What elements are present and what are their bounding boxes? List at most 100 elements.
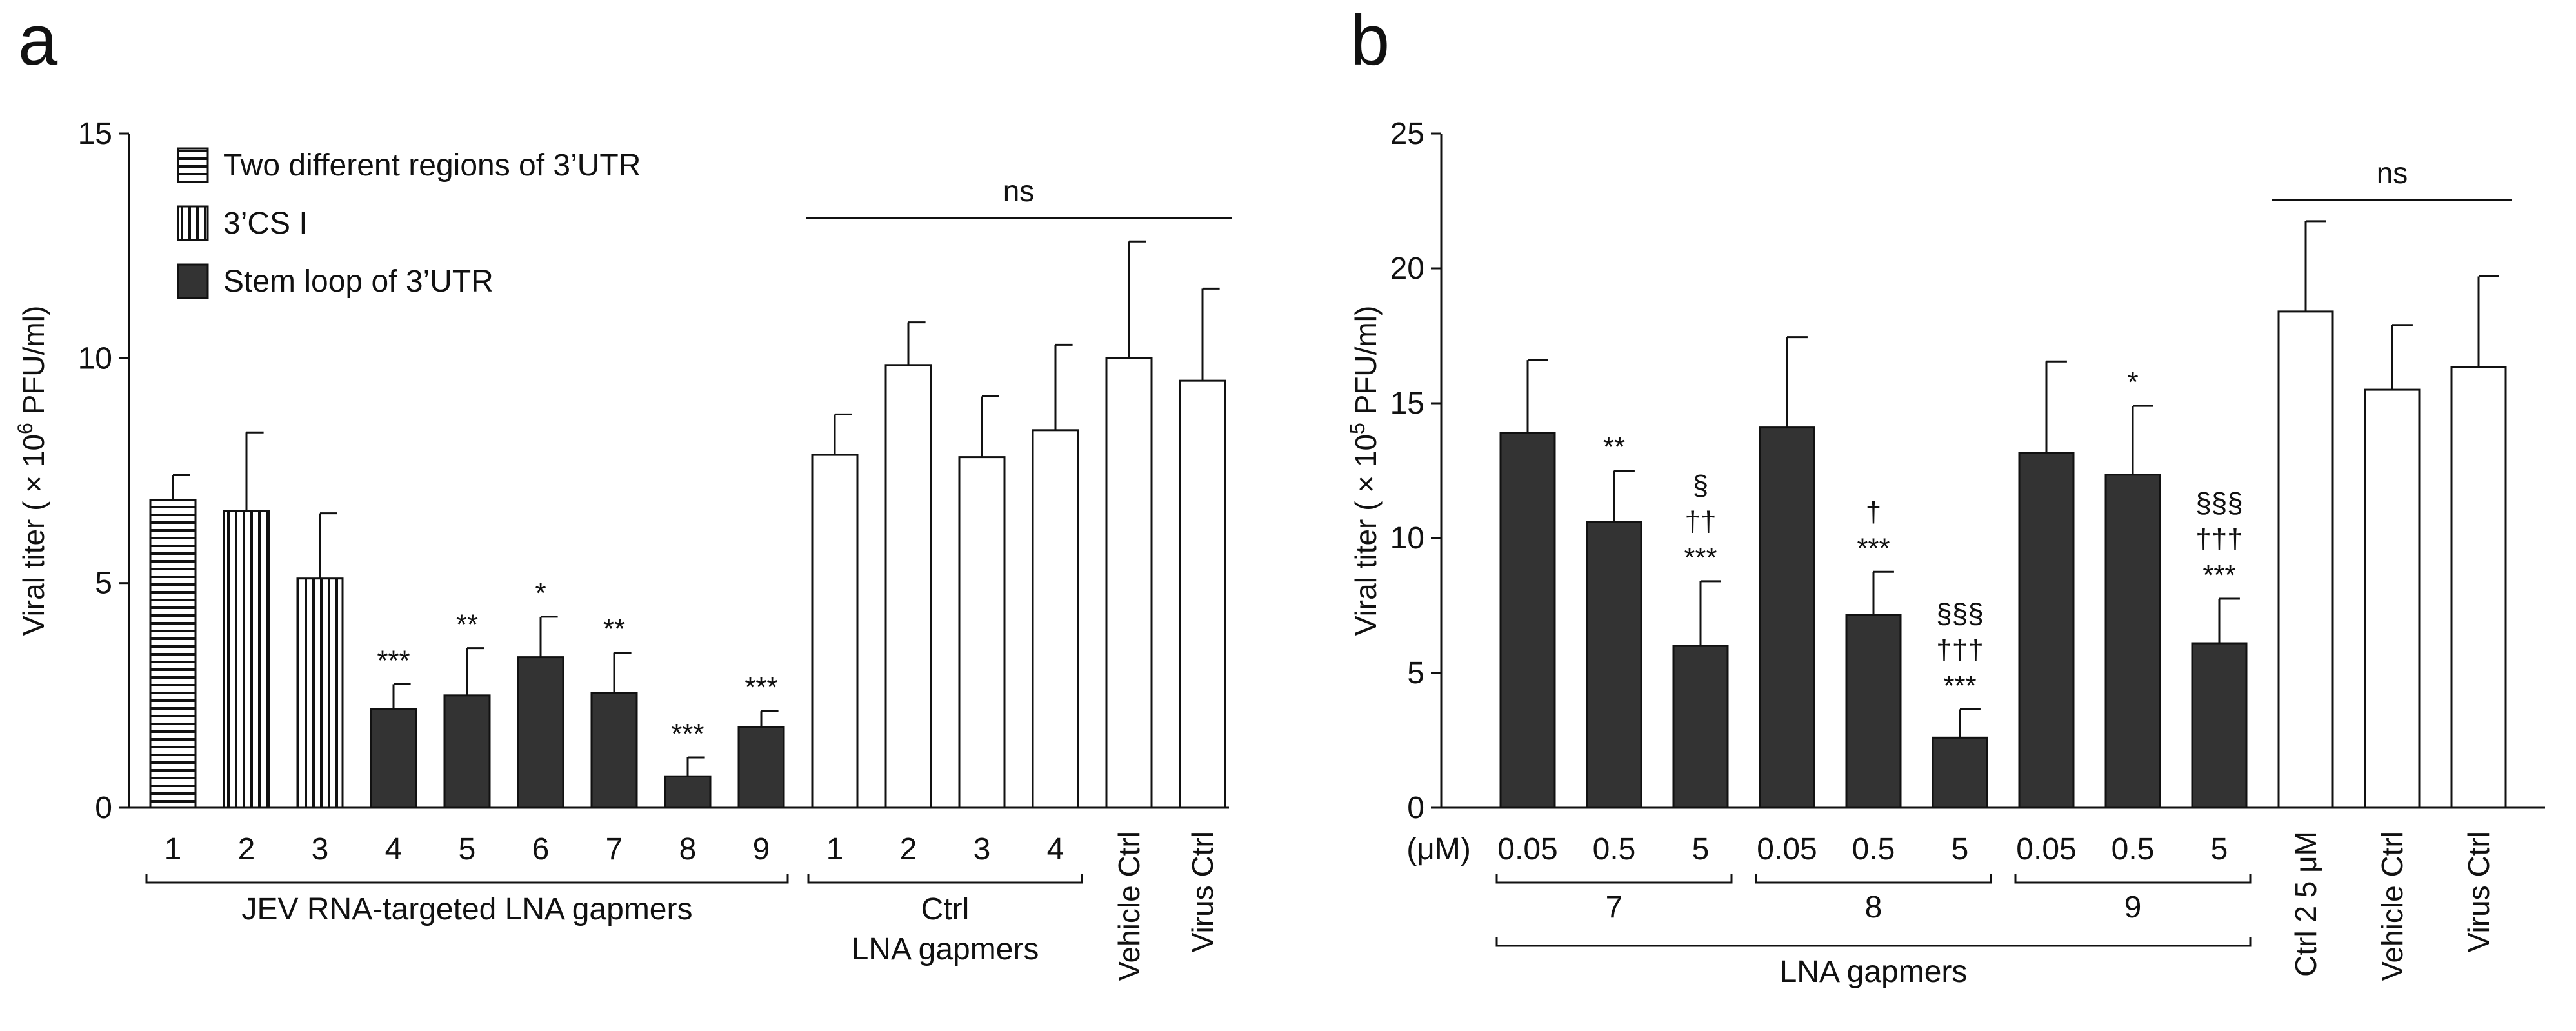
panel-label: a (18, 1, 58, 80)
group-label: 9 (2124, 890, 2142, 925)
significance-label: *** (2202, 559, 2235, 591)
y-axis-label: Viral titer ( × 105 PFU/ml) (1346, 306, 1383, 636)
x-tick-label: 3 (973, 832, 991, 866)
y-tick-label: 5 (95, 566, 112, 601)
x-tick-label: 4 (1047, 832, 1064, 866)
bar (1759, 426, 1815, 809)
bar (223, 510, 270, 809)
x-tick-label: Virus Ctrl (1186, 831, 1219, 952)
y-tick-label: 20 (1390, 252, 1424, 286)
x-tick-label: 5 (2211, 832, 2228, 866)
x-tick-label: 8 (679, 832, 697, 866)
x-tick-label: Ctrl 2 5 μM (2289, 831, 2322, 977)
bar (2104, 474, 2161, 809)
bar (1032, 429, 1079, 809)
bar (2018, 452, 2075, 809)
x-tick-label: 0.05 (1757, 832, 1817, 866)
significance-label: *** (1857, 532, 1890, 564)
x-tick-label: 1 (165, 832, 182, 866)
legend-swatch (177, 263, 209, 299)
bar (1179, 379, 1226, 809)
bar (2277, 310, 2334, 809)
y-tick-label: 25 (1390, 117, 1424, 151)
x-tick-label: 0.5 (1593, 832, 1636, 866)
legend-label: 3’CS I (223, 206, 308, 241)
legend-swatch (177, 205, 209, 241)
significance-label: ** (603, 614, 625, 645)
y-tick-label: 15 (1390, 386, 1424, 421)
significance-label: *** (377, 645, 410, 676)
y-axis-label: Viral titer ( × 106 PFU/ml) (14, 306, 50, 636)
x-tick-label: Virus Ctrl (2462, 831, 2495, 952)
x-tick-label: 0.5 (2112, 832, 2155, 866)
group-label: JEV RNA-targeted LNA gapmers (242, 892, 693, 926)
group-label: LNA gapmers (852, 932, 1039, 966)
bar (1499, 432, 1556, 809)
significance-label: §§§ (2195, 487, 2242, 519)
x-tick-label: 2 (238, 832, 255, 866)
panel-b: b 0 5 10 15 20 25 Viral titer ( × 105 PFU/ml) 0.… (1346, 1, 2545, 989)
significance-label: § (1693, 470, 1708, 501)
y-tick-label: 0 (1407, 791, 1424, 825)
panel-label: b (1350, 1, 1390, 80)
y-tick-label: 15 (78, 117, 112, 151)
group-bracket (145, 874, 789, 884)
bar (590, 692, 638, 809)
x-tick-label: 0.5 (1852, 832, 1895, 866)
legend-swatch (177, 147, 209, 183)
group-bracket (807, 874, 1083, 884)
x-tick-label: 5 (1692, 832, 1710, 866)
significance-label: *** (1684, 542, 1717, 574)
significance-label: †† (1685, 506, 1717, 537)
bar (149, 499, 197, 809)
group-label: 7 (1606, 890, 1623, 925)
group-label: Ctrl (921, 892, 970, 926)
significance-label: §§§ (1936, 597, 1983, 629)
bar (370, 708, 417, 809)
significance-label: † (1866, 496, 1881, 528)
significance-label: ††† (1936, 634, 1983, 665)
bar (1845, 614, 1902, 809)
group-bracket (1495, 937, 2252, 947)
group-bracket (1495, 874, 1733, 884)
significance-label: ††† (2195, 523, 2242, 555)
x-tick-label: 4 (385, 832, 403, 866)
bar (517, 656, 564, 809)
bar (1932, 736, 1988, 809)
bar (958, 456, 1006, 809)
x-tick-label: 1 (826, 832, 844, 866)
group-label: 8 (1865, 890, 1882, 925)
significance-label: * (535, 577, 546, 609)
unit-label: (μM) (1406, 832, 1471, 866)
x-tick-label: Vehicle Ctrl (1112, 831, 1146, 981)
x-tick-label: 5 (459, 832, 476, 866)
bar (1105, 357, 1153, 809)
bar (884, 364, 932, 809)
x-tick-label: Vehicle Ctrl (2375, 831, 2409, 981)
x-tick-label: 6 (532, 832, 550, 866)
legend-label: Two different regions of 3’UTR (223, 148, 641, 183)
ns-label: ns (2377, 156, 2408, 190)
x-tick-label: 9 (753, 832, 770, 866)
significance-label: *** (744, 672, 777, 703)
significance-label: *** (671, 718, 704, 750)
significance-label: ** (1603, 432, 1625, 463)
x-tick-label: 3 (312, 832, 329, 866)
x-tick-label: 2 (900, 832, 917, 866)
bar (737, 726, 785, 809)
significance-label: *** (1943, 670, 1976, 701)
group-bracket (2014, 874, 2252, 884)
y-tick-label: 0 (95, 791, 112, 825)
y-tick-label: 5 (1407, 656, 1424, 690)
x-tick-label: 5 (1952, 832, 1969, 866)
x-tick-label: 7 (606, 832, 623, 866)
group-label: LNA gapmers (1780, 955, 1968, 989)
group-bracket (1755, 874, 1992, 884)
bar (1586, 521, 1642, 809)
x-tick-label: 0.05 (1497, 832, 1557, 866)
bar (443, 694, 491, 809)
legend-label: Stem loop of 3’UTR (223, 265, 494, 299)
significance-label: * (2127, 366, 2138, 398)
y-tick-label: 10 (1390, 521, 1424, 556)
